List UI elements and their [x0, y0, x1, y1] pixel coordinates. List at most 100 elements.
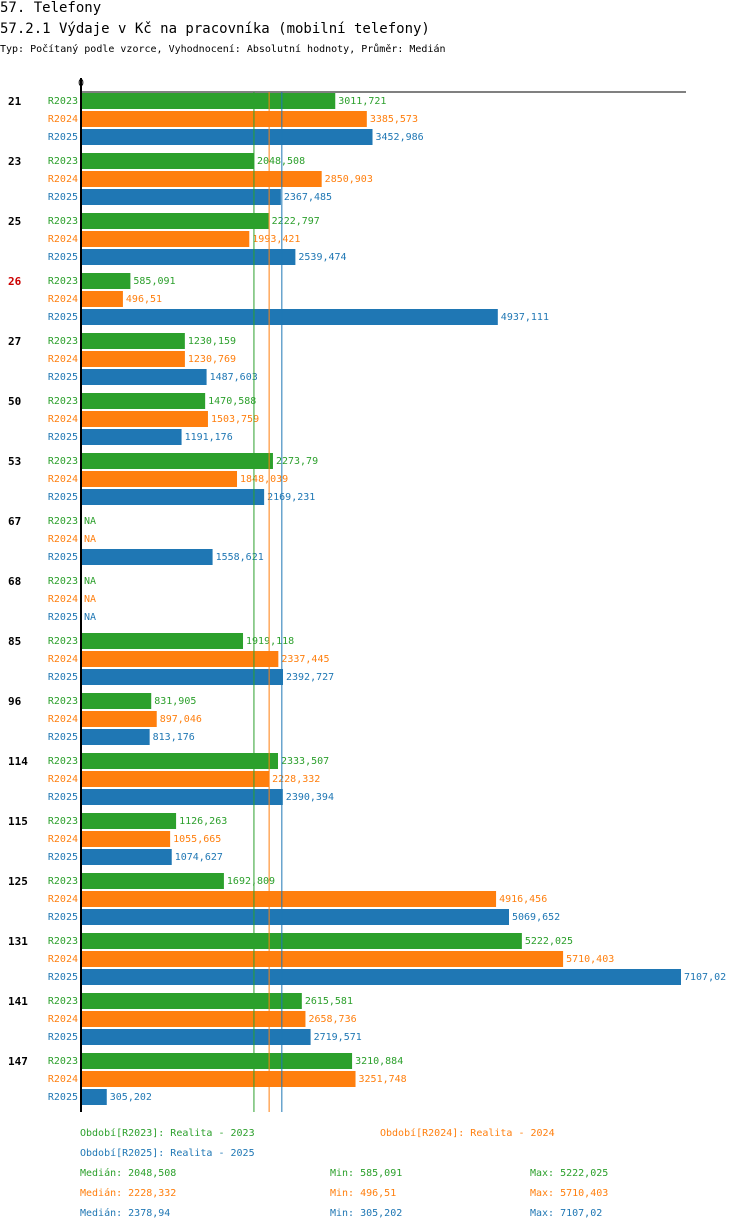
bar-value-label: NA [84, 612, 96, 623]
bar-value-label: 2048,508 [257, 156, 305, 167]
group-label: 25 [8, 215, 21, 228]
series-label: R2023 [48, 396, 78, 407]
bar [81, 171, 322, 187]
series-label: R2023 [48, 516, 78, 527]
chart-subtitle: 57.2.1 Výdaje v Kč na pracovníka (mobiln… [0, 21, 430, 37]
bar [81, 969, 681, 985]
series-label: R2023 [48, 996, 78, 1007]
bar-value-label: 2333,507 [281, 756, 329, 767]
bar-value-label: 1470,588 [208, 396, 256, 407]
bar-value-label: 3251,748 [359, 1074, 407, 1085]
bar-value-label: 4937,111 [501, 312, 549, 323]
series-label: R2023 [48, 576, 78, 587]
bar-value-label: NA [84, 576, 96, 587]
group-label: 96 [8, 695, 22, 708]
bar [81, 333, 185, 349]
bar-value-label: 305,202 [110, 1092, 152, 1103]
series-label: R2025 [48, 852, 78, 863]
series-label: R2023 [48, 636, 78, 647]
bar-value-label: 4916,456 [499, 894, 547, 905]
series-label: R2023 [48, 876, 78, 887]
bar-value-label: 1503,759 [211, 414, 259, 425]
bar-value-label: 3452,986 [376, 132, 424, 143]
bar-value-label: 1126,263 [179, 816, 227, 827]
series-label: R2024 [48, 714, 78, 725]
series-label: R2024 [48, 174, 78, 185]
series-label: R2024 [48, 654, 78, 665]
bar [81, 471, 238, 487]
bar [81, 831, 171, 847]
bar-value-label: 813,176 [153, 732, 195, 743]
bar-value-label: 1074,627 [175, 852, 223, 863]
stat-max-2023: Max: 5222,025 [530, 1168, 609, 1179]
bar [81, 651, 279, 667]
bar-value-label: 2539,474 [298, 252, 346, 263]
bar [81, 771, 270, 787]
bar-value-label: 496,51 [126, 294, 162, 305]
series-label: R2025 [48, 912, 78, 923]
group-label: 68 [8, 575, 21, 588]
bar [81, 189, 281, 205]
series-label: R2024 [48, 234, 78, 245]
bar-value-label: 2222,797 [272, 216, 320, 227]
page-title: 57. Telefony [0, 0, 102, 16]
bar [81, 549, 213, 565]
bar-value-label: 2719,571 [314, 1032, 362, 1043]
bar [81, 453, 273, 469]
series-label: R2024 [48, 594, 78, 605]
bar-value-label: 2337,445 [281, 654, 329, 665]
bar-value-label: 1055,665 [173, 834, 221, 845]
bar [81, 369, 207, 385]
bar [81, 429, 182, 445]
stat-max-2024: Max: 5710,403 [530, 1188, 609, 1199]
series-label: R2025 [48, 1092, 78, 1103]
bar [81, 993, 302, 1009]
group-label: 50 [8, 395, 21, 408]
bar [81, 309, 498, 325]
legend-period-2023: Období[R2023]: Realita - 2023 [80, 1128, 255, 1139]
series-label: R2025 [48, 432, 78, 443]
bar-value-label: 2228,332 [272, 774, 320, 785]
series-label: R2025 [48, 672, 78, 683]
bar [81, 1071, 356, 1087]
series-label: R2024 [48, 1014, 78, 1025]
bar-value-label: 2273,79 [276, 456, 318, 467]
series-label: R2024 [48, 954, 78, 965]
bar [81, 129, 373, 145]
group-label: 131 [8, 935, 28, 948]
bar-value-label: 5069,652 [512, 912, 560, 923]
series-label: R2025 [48, 312, 78, 323]
group-label: 23 [8, 155, 21, 168]
bar [81, 951, 564, 967]
bar [81, 813, 177, 829]
group-label: 125 [8, 875, 28, 888]
bar-value-label: 5222,025 [525, 936, 573, 947]
bar [81, 789, 283, 805]
chart-meta: Typ: Počítaný podle vzorce, Vyhodnocení:… [0, 44, 446, 55]
bar [81, 153, 254, 169]
bar [81, 729, 150, 745]
bar [81, 693, 152, 709]
bar-value-label: 1191,176 [185, 432, 233, 443]
bar-value-label: NA [84, 534, 96, 545]
legend-period-2025: Období[R2025]: Realita - 2025 [80, 1148, 255, 1159]
series-label: R2025 [48, 372, 78, 383]
bar [81, 393, 206, 409]
bar-value-label: 3011,721 [338, 96, 386, 107]
bar-value-label: 2615,581 [305, 996, 353, 1007]
group-label: 115 [8, 815, 28, 828]
bar [81, 231, 250, 247]
series-label: R2025 [48, 1032, 78, 1043]
stat-min-2023: Min: 585,091 [330, 1168, 403, 1179]
series-label: R2024 [48, 414, 78, 425]
bar [81, 933, 522, 949]
stat-max-2025: Max: 7107,02 [530, 1208, 603, 1219]
group-label: 147 [8, 1055, 28, 1068]
stat-median-2024: Medián: 2228,332 [80, 1188, 177, 1199]
series-label: R2024 [48, 894, 78, 905]
series-label: R2025 [48, 192, 78, 203]
group-label: 85 [8, 635, 21, 648]
group-label: 141 [8, 995, 28, 1008]
bar-value-label: 3385,573 [370, 114, 418, 125]
